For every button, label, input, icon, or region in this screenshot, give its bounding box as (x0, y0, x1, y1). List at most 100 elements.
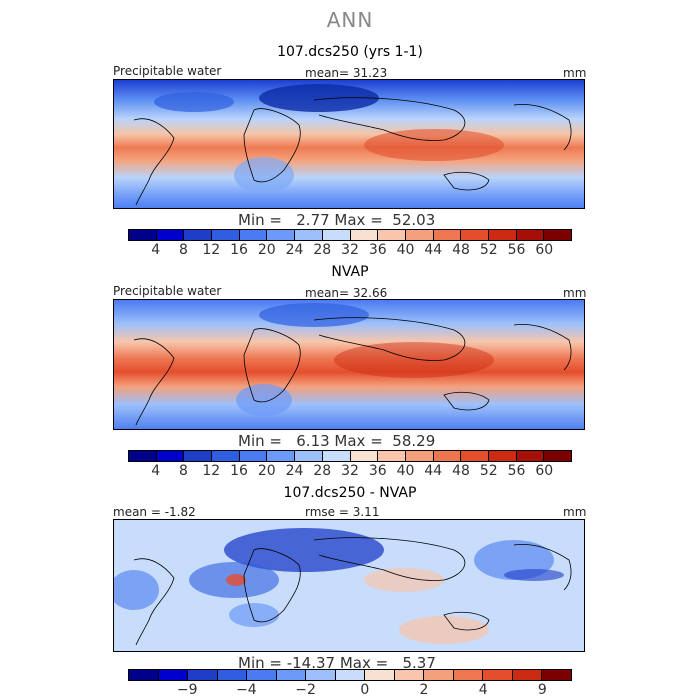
colorbar-tick-label: 32 (341, 242, 359, 258)
colorbar-swatch (405, 451, 434, 461)
panel-1-field-label: Precipitable water (113, 64, 222, 78)
panel-3-mean-label: mean = -1.82 (113, 505, 196, 519)
colorbar-swatch (129, 451, 157, 461)
colorbar-swatch (516, 451, 545, 461)
colorbar-swatch (184, 230, 213, 240)
colorbar-swatch (433, 230, 462, 240)
colorbar-swatch (129, 670, 159, 680)
colorbar-tick-label: 24 (285, 463, 304, 479)
colorbar-swatch (394, 670, 425, 680)
colorbar-swatch (378, 451, 406, 461)
colorbar-tick-label: 36 (368, 463, 387, 479)
colorbar-tick-label: 40 (396, 463, 415, 479)
colorbar-swatch (544, 451, 571, 461)
panel-1-title: 107.dcs250 (yrs 1-1) (277, 44, 423, 60)
colorbar-tick-label: 32 (341, 463, 359, 479)
panel-3-rmse-label: rmse = 3.11 (305, 505, 380, 519)
colorbar-tick-label: 56 (507, 463, 526, 479)
colorbar-swatch (267, 230, 296, 240)
colorbar-swatch (488, 230, 517, 240)
colorbar-swatch (267, 451, 296, 461)
colorbar-swatch (453, 670, 484, 680)
panel-1-colorbar-ticks: 4 8 12 16 20 24 28 32 36 40 44 48 52 56 60 (128, 242, 572, 260)
colorbar-swatch (542, 670, 571, 680)
colorbar-swatch (156, 451, 185, 461)
colorbar-tick-label: 2 (419, 682, 429, 698)
colorbar-tick-label: 4 (151, 242, 161, 258)
colorbar-tick-label: 4 (151, 463, 161, 479)
panel-1-colorbar (128, 229, 572, 241)
colorbar-tick-label: −9 (176, 682, 198, 698)
colorbar-swatch (184, 451, 213, 461)
figure-title: ANN (326, 8, 374, 32)
colorbar-tick-label: 60 (535, 242, 554, 258)
colorbar-tick-label: 28 (313, 463, 332, 479)
colorbar-tick-label: 36 (368, 242, 387, 258)
colorbar-tick-label: 8 (179, 242, 188, 258)
panel-3-colorbar-ticks: −9 −4 −2 0 2 4 9 (128, 682, 572, 700)
panel-2-map-image (114, 300, 584, 429)
colorbar-tick-label: 44 (424, 463, 443, 479)
colorbar-tick-label: 20 (257, 463, 276, 479)
panel-2-title: NVAP (331, 264, 369, 280)
panel-2-colorbar-ticks: 4 8 12 16 20 24 28 32 36 40 44 48 52 56 60 (128, 463, 572, 481)
colorbar-swatch (461, 230, 489, 240)
panel-3-map-image (114, 520, 584, 651)
colorbar-swatch (335, 670, 366, 680)
colorbar-swatch (433, 451, 462, 461)
colorbar-tick-label: 48 (452, 242, 470, 258)
colorbar-swatch (488, 451, 517, 461)
panel-1-minmax: Min = 2.77 Max = 52.03 (238, 211, 436, 229)
colorbar-swatch (350, 230, 379, 240)
colorbar-tick-label: 8 (179, 463, 188, 479)
panel-2-field-label: Precipitable water (113, 284, 222, 298)
panel-2-units: mm (563, 286, 587, 300)
panel-3-units: mm (563, 505, 587, 519)
colorbar-tick-label: 44 (424, 242, 443, 258)
colorbar-swatch (239, 230, 268, 240)
colorbar-swatch (295, 451, 323, 461)
colorbar-tick-label: 48 (452, 463, 470, 479)
colorbar-tick-label: 12 (202, 242, 221, 258)
colorbar-tick-label: 28 (313, 242, 332, 258)
panel-2-map (113, 299, 585, 430)
colorbar-swatch (239, 451, 268, 461)
panel-3-colorbar (128, 669, 572, 681)
colorbar-swatch (306, 670, 336, 680)
colorbar-swatch (483, 670, 513, 680)
panel-3-title: 107.dcs250 - NVAP (283, 485, 417, 501)
panel-1-units: mm (563, 66, 587, 80)
colorbar-tick-label: 16 (230, 242, 248, 258)
colorbar-swatch (188, 670, 218, 680)
colorbar-swatch (424, 670, 454, 680)
colorbar-tick-label: 16 (230, 463, 248, 479)
colorbar-tick-label: −2 (295, 682, 316, 698)
colorbar-swatch (512, 670, 543, 680)
colorbar-swatch (295, 230, 323, 240)
panel-2-colorbar (128, 450, 572, 462)
colorbar-swatch (350, 451, 379, 461)
colorbar-swatch (217, 670, 248, 680)
colorbar-swatch (212, 230, 240, 240)
colorbar-tick-label: 52 (479, 242, 498, 258)
colorbar-swatch (212, 451, 240, 461)
colorbar-tick-label: −4 (236, 682, 257, 698)
colorbar-tick-label: 60 (535, 463, 554, 479)
panel-3-map (113, 519, 585, 652)
colorbar-swatch (516, 230, 545, 240)
colorbar-tick-label: 9 (537, 682, 547, 698)
colorbar-swatch (322, 451, 351, 461)
colorbar-swatch (405, 230, 434, 240)
colorbar-swatch (276, 670, 307, 680)
colorbar-tick-label: 0 (360, 682, 370, 698)
colorbar-tick-label: 40 (396, 242, 415, 258)
colorbar-swatch (156, 230, 185, 240)
colorbar-tick-label: 20 (257, 242, 276, 258)
panel-1-map (113, 79, 585, 209)
colorbar-tick-label: 52 (479, 463, 498, 479)
colorbar-swatch (247, 670, 277, 680)
colorbar-swatch (129, 230, 157, 240)
colorbar-tick-label: 56 (507, 242, 526, 258)
panel-1-mean-label: mean= 31.23 (305, 66, 388, 80)
colorbar-swatch (461, 451, 489, 461)
